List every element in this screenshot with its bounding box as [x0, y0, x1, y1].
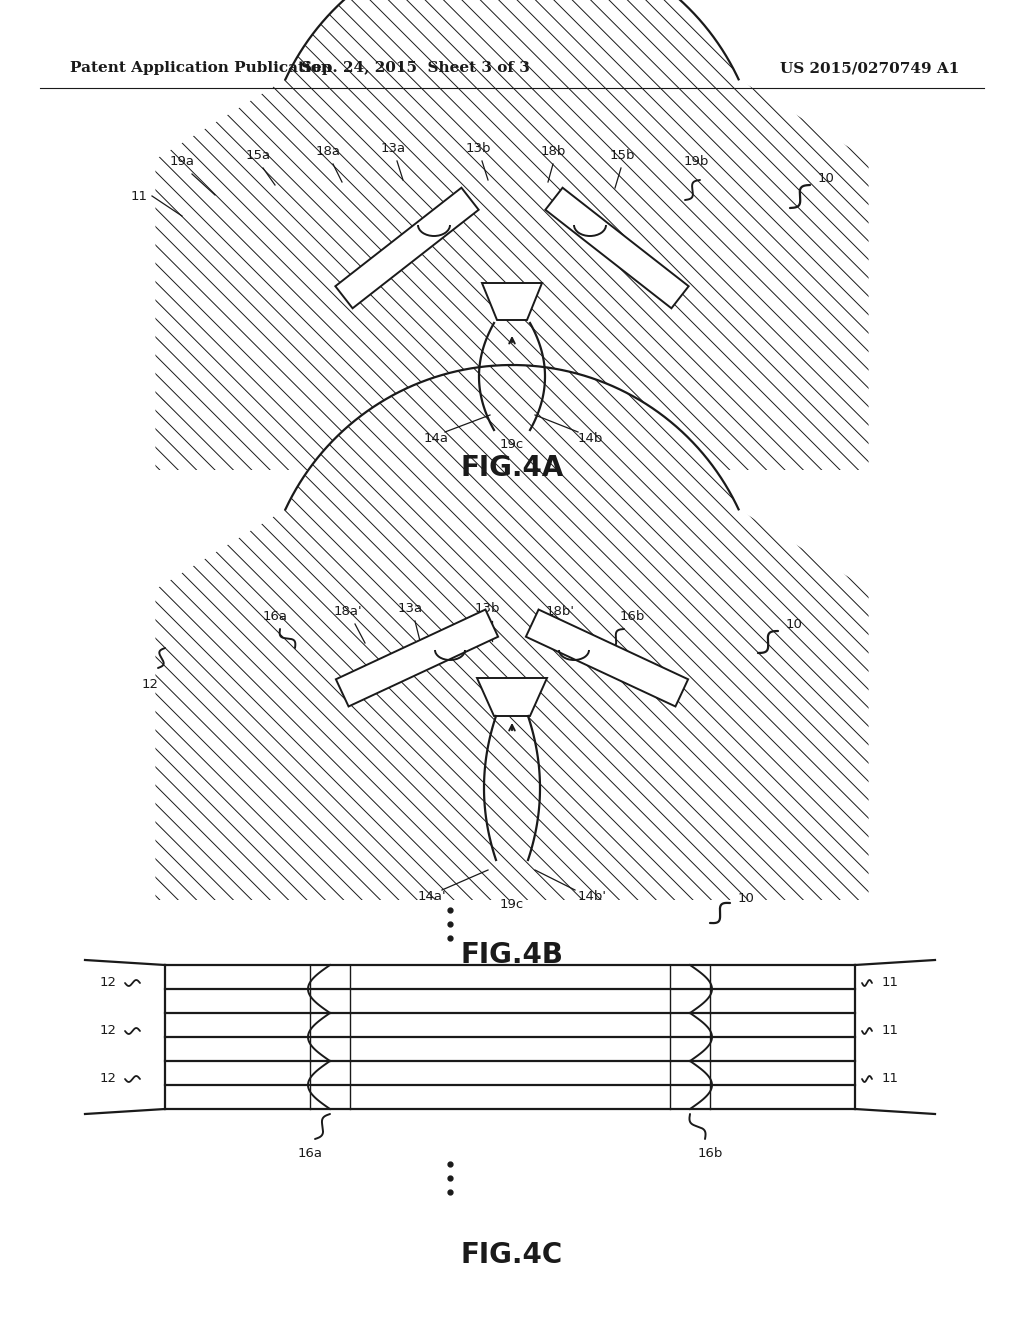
Text: FIG.4B: FIG.4B [461, 941, 563, 969]
Text: 13b: 13b [465, 143, 490, 154]
Text: 13a: 13a [381, 143, 406, 154]
Polygon shape [336, 610, 498, 706]
Polygon shape [526, 610, 688, 706]
Text: 19a: 19a [170, 154, 195, 168]
Polygon shape [482, 282, 542, 319]
Text: Sep. 24, 2015  Sheet 3 of 3: Sep. 24, 2015 Sheet 3 of 3 [301, 61, 529, 75]
Text: 19c: 19c [500, 438, 524, 451]
Text: FIG.4A: FIG.4A [461, 454, 563, 482]
Text: 10: 10 [818, 172, 835, 185]
Text: 14b': 14b' [578, 890, 606, 903]
Text: 19b: 19b [683, 154, 709, 168]
Text: 10: 10 [786, 619, 803, 631]
Text: 16a: 16a [262, 610, 288, 623]
Polygon shape [156, 0, 868, 470]
Polygon shape [335, 187, 478, 309]
Text: 12: 12 [100, 977, 117, 990]
Text: 19c: 19c [500, 898, 524, 911]
Text: 18a': 18a' [334, 605, 362, 618]
Text: 18b': 18b' [546, 605, 574, 618]
Text: Patent Application Publication: Patent Application Publication [70, 61, 332, 75]
Text: 16a: 16a [298, 1147, 323, 1160]
Text: 14b: 14b [578, 432, 603, 445]
Polygon shape [156, 366, 868, 900]
Text: 16b: 16b [620, 610, 645, 623]
Text: 12: 12 [100, 1072, 117, 1085]
Text: US 2015/0270749 A1: US 2015/0270749 A1 [780, 61, 959, 75]
Text: 15b: 15b [609, 149, 635, 162]
Text: 18a: 18a [315, 145, 341, 158]
Text: 12: 12 [100, 1024, 117, 1038]
Text: 12: 12 [141, 678, 159, 690]
Text: 14a': 14a' [418, 890, 446, 903]
Text: 16b: 16b [697, 1147, 723, 1160]
Text: 11: 11 [882, 977, 899, 990]
Text: 18b: 18b [541, 145, 565, 158]
Text: 11: 11 [131, 190, 148, 202]
Text: 14a: 14a [424, 432, 449, 445]
Polygon shape [477, 678, 547, 715]
Text: 15a: 15a [246, 149, 270, 162]
Text: FIG.4C: FIG.4C [461, 1241, 563, 1269]
Polygon shape [546, 187, 689, 309]
Text: 13b: 13b [474, 602, 500, 615]
Text: 11: 11 [882, 1024, 899, 1038]
Text: 13a: 13a [397, 602, 423, 615]
Text: 11: 11 [882, 1072, 899, 1085]
Text: 10: 10 [738, 891, 755, 904]
